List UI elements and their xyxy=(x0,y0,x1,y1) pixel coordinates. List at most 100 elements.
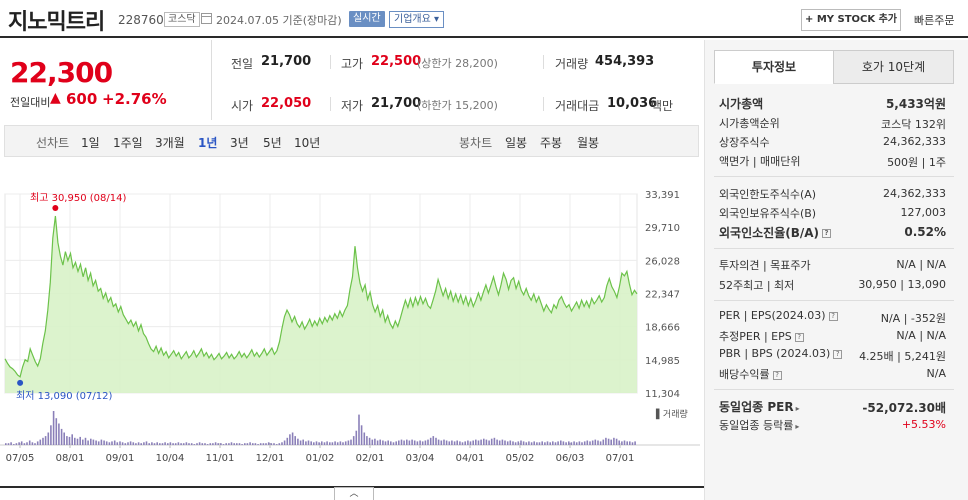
chevron-right-icon[interactable]: ▸ xyxy=(795,422,800,431)
period-1w[interactable]: 1주일 xyxy=(113,136,143,150)
quick-order-link[interactable]: 빠른주문 xyxy=(914,14,955,27)
volume-bar xyxy=(443,439,445,445)
header-bar xyxy=(0,0,968,38)
period-5y[interactable]: 5년 xyxy=(263,136,282,150)
volume-bar xyxy=(111,441,113,445)
volume-bar xyxy=(169,442,172,445)
divider xyxy=(543,55,544,69)
volume-bar xyxy=(538,442,541,445)
volume-bar xyxy=(159,443,161,445)
volume-bar xyxy=(403,440,405,445)
volume-bar xyxy=(177,442,180,445)
candle-weekly[interactable]: 주봉 xyxy=(540,136,563,150)
open-value: 22,050 xyxy=(261,96,312,111)
volume-bar xyxy=(193,444,196,445)
help-icon[interactable]: ? xyxy=(828,311,838,321)
volume-bar xyxy=(512,441,514,445)
volume-bar xyxy=(552,441,554,445)
volume-bar xyxy=(525,442,528,445)
x-tick-label: 06/03 xyxy=(556,453,585,464)
realtime-button[interactable]: 실시간 xyxy=(349,11,385,27)
volume-bar xyxy=(594,439,597,445)
period-3y[interactable]: 3년 xyxy=(230,136,249,150)
help-icon[interactable]: ? xyxy=(772,370,782,380)
volume-bar xyxy=(490,438,493,445)
volume-bar xyxy=(121,442,124,445)
volume-bar xyxy=(180,443,182,445)
volume-bar xyxy=(39,439,42,445)
volume-bar xyxy=(358,414,360,445)
foreign-limit-value: 24,362,333 xyxy=(883,187,946,200)
prev-close-value: 21,700 xyxy=(261,54,312,69)
volume-bar xyxy=(424,440,427,445)
divider xyxy=(714,176,954,177)
volume-bar xyxy=(602,439,605,445)
tab-order-book[interactable]: 호가 10단계 xyxy=(833,50,954,84)
volume-bar xyxy=(151,442,153,445)
volume-bar xyxy=(554,442,557,445)
volume-bar xyxy=(74,437,76,445)
company-overview-dropdown[interactable]: 기업개요 ▾ xyxy=(389,11,444,28)
volume-bar xyxy=(376,440,379,445)
add-my-stock-button[interactable]: + MY STOCK 추가 xyxy=(801,9,901,31)
volume-bar xyxy=(459,441,461,445)
volume-bar xyxy=(544,442,546,445)
y-tick-label: 33,391 xyxy=(645,190,680,201)
x-tick-label: 01/02 xyxy=(306,453,335,464)
volume-bar xyxy=(629,441,631,445)
pbr-label: PBR | BPS (2024.03) xyxy=(719,347,831,360)
divider xyxy=(543,97,544,111)
high-marker xyxy=(52,204,59,211)
week52-label: 52주최고 | 최저 xyxy=(719,279,795,292)
volume-bar xyxy=(297,438,299,445)
volume-bar xyxy=(533,441,535,445)
volume-bar xyxy=(95,440,97,445)
volume-label: ▌거래량 xyxy=(655,408,688,420)
volume-bar xyxy=(461,442,464,445)
chevron-right-icon[interactable]: ▸ xyxy=(795,404,800,413)
volume-bar xyxy=(97,441,100,445)
volume-bar xyxy=(233,443,235,445)
volume-bar xyxy=(413,440,416,445)
volume-bar xyxy=(456,440,458,445)
volume-bar xyxy=(36,441,39,445)
candle-daily[interactable]: 일봉 xyxy=(505,136,528,150)
volume-bar xyxy=(475,439,477,445)
tab-investment-info[interactable]: 투자정보 xyxy=(714,50,834,84)
volume-bar xyxy=(79,436,81,445)
period-10y[interactable]: 10년 xyxy=(294,136,321,150)
period-1d[interactable]: 1일 xyxy=(81,136,100,150)
volume-bar xyxy=(92,439,95,445)
volume-bar xyxy=(68,436,71,445)
volume-bar xyxy=(329,442,331,445)
collapse-chevron-up-icon[interactable]: ︿ xyxy=(334,487,374,500)
price-chart[interactable]: 07/05 08/01 09/01 10/04 11/01 12/01 01/02 02/01… xyxy=(0,180,700,486)
volume-bar xyxy=(411,439,413,445)
period-3m[interactable]: 3개월 xyxy=(155,136,185,150)
volume-bar xyxy=(302,439,304,445)
volume-bar xyxy=(610,439,612,445)
help-icon[interactable]: ? xyxy=(822,229,832,238)
volume-bar xyxy=(520,440,522,445)
volume-bar xyxy=(286,437,289,445)
help-icon[interactable]: ? xyxy=(794,332,804,342)
volume-bar xyxy=(613,437,615,445)
per-value: N/A | -352원 xyxy=(880,312,946,325)
volume-bar xyxy=(573,441,575,445)
y-tick-label: 14,985 xyxy=(645,356,680,367)
candle-monthly[interactable]: 월봉 xyxy=(577,136,600,150)
period-1y[interactable]: 1년 xyxy=(198,136,218,150)
volume-bar xyxy=(257,444,259,445)
volume-bar xyxy=(522,441,525,445)
volume-bar xyxy=(124,443,127,445)
volume-bar xyxy=(201,443,204,445)
volume-bar xyxy=(469,441,472,445)
help-icon[interactable]: ? xyxy=(833,349,843,359)
volume-bar xyxy=(281,442,283,445)
volume-bar xyxy=(34,443,36,445)
volume-bar xyxy=(185,442,188,445)
volume-bar xyxy=(307,440,310,445)
week52-value: 30,950 | 13,090 xyxy=(858,278,946,291)
x-tick-label: 02/01 xyxy=(356,453,385,464)
volume-bar xyxy=(161,443,164,445)
